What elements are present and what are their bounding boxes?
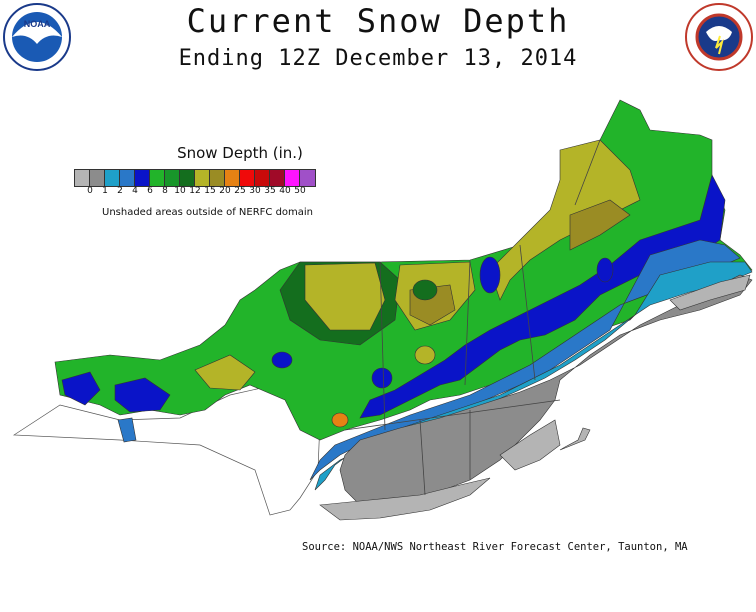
spot-6in-ny bbox=[371, 367, 393, 389]
legend-swatch bbox=[105, 170, 120, 186]
cape-cod bbox=[559, 427, 591, 451]
legend-tick-label: 4 bbox=[132, 186, 138, 196]
region-15in-tug bbox=[194, 354, 256, 391]
region-15in-adirondacks bbox=[304, 262, 386, 331]
svg-text:NOAA: NOAA bbox=[24, 19, 51, 29]
spot-6in-ny2 bbox=[271, 351, 293, 369]
legend-swatch bbox=[300, 170, 315, 186]
region-6in-lake-effect-2 bbox=[114, 377, 171, 413]
nws-logo bbox=[685, 3, 753, 71]
legend-tick-label: 10 bbox=[174, 186, 186, 196]
region-20in-maine bbox=[569, 199, 631, 251]
spot-6in-vt bbox=[479, 256, 501, 294]
source-credit: Source: NOAA/NWS Northeast River Forecas… bbox=[302, 541, 688, 553]
spot-6in-me bbox=[596, 257, 614, 283]
outside-domain-region bbox=[12, 384, 321, 516]
region-15in-maine bbox=[489, 139, 641, 301]
legend-swatch bbox=[255, 170, 270, 186]
legend-swatch bbox=[150, 170, 165, 186]
legend-tick-label: 2 bbox=[117, 186, 123, 196]
legend-tick-label: 20 bbox=[219, 186, 231, 196]
legend-swatch bbox=[135, 170, 150, 186]
spot-15in-ny bbox=[414, 345, 436, 365]
spot-12in-vt bbox=[412, 279, 438, 301]
nerfc-domain bbox=[54, 99, 753, 521]
legend-tick-label: 6 bbox=[147, 186, 153, 196]
legend-swatch bbox=[75, 170, 90, 186]
legend-tick-label: 12 bbox=[189, 186, 201, 196]
region-6in-lake-effect bbox=[61, 371, 101, 406]
legend-swatch bbox=[210, 170, 225, 186]
legend-swatch bbox=[195, 170, 210, 186]
legend-tick-label: 30 bbox=[249, 186, 261, 196]
legend-swatch bbox=[165, 170, 180, 186]
legend-color-bar bbox=[74, 169, 316, 187]
legend-tick-label: 50 bbox=[294, 186, 306, 196]
legend-swatch bbox=[180, 170, 195, 186]
region-trace-long-island bbox=[319, 477, 491, 521]
region-trace-coast bbox=[499, 419, 561, 471]
page-subtitle: Ending 12Z December 13, 2014 bbox=[178, 46, 578, 71]
region-4in-buffalo bbox=[117, 417, 137, 443]
legend-tick-label: 40 bbox=[279, 186, 291, 196]
legend-tick-label: 25 bbox=[234, 186, 246, 196]
legend-swatch bbox=[285, 170, 300, 186]
legend-note: Unshaded areas outside of NERFC domain bbox=[102, 207, 314, 218]
legend-swatch bbox=[270, 170, 285, 186]
spot-25in-catskills bbox=[331, 412, 349, 428]
legend-tick-label: 35 bbox=[264, 186, 276, 196]
legend-tick-label: 0 bbox=[87, 186, 93, 196]
legend-tick-label: 8 bbox=[162, 186, 168, 196]
state-boundaries bbox=[344, 139, 601, 496]
legend-swatch bbox=[90, 170, 105, 186]
legend-swatch bbox=[225, 170, 240, 186]
page-title: Current Snow Depth bbox=[186, 2, 570, 40]
legend-swatch bbox=[240, 170, 255, 186]
legend-swatch bbox=[120, 170, 135, 186]
noaa-logo: NOAA bbox=[3, 3, 71, 71]
region-trace-me-coast bbox=[669, 274, 751, 311]
legend-tick-label: 1 bbox=[102, 186, 108, 196]
legend-title: Snow Depth (in.) bbox=[177, 144, 303, 162]
legend-tick-label: 15 bbox=[204, 186, 216, 196]
